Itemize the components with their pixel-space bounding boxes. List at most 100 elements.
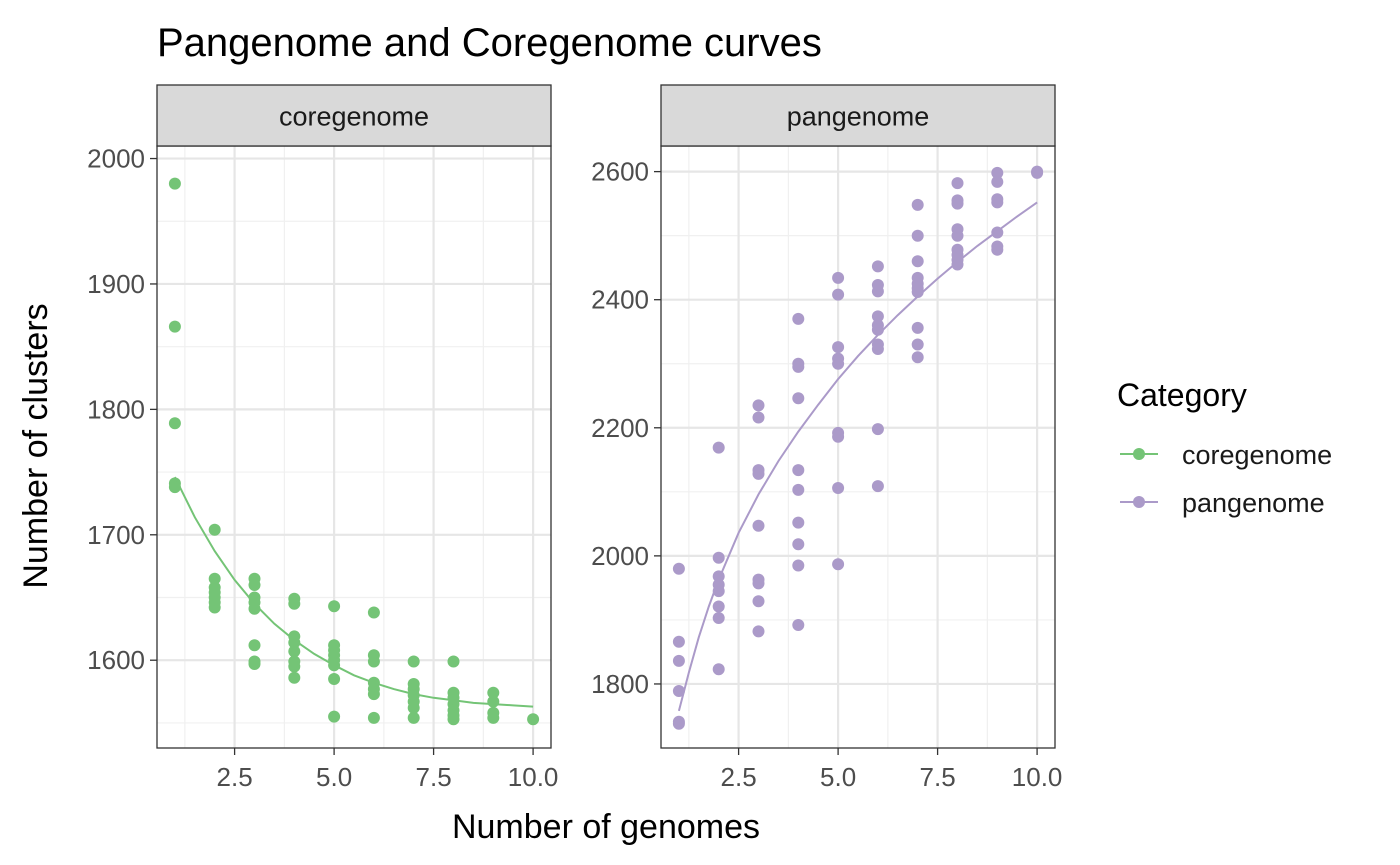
data-point-coregenome xyxy=(168,481,181,494)
data-point-pangenome xyxy=(871,260,884,273)
x-tick-label: 5.0 xyxy=(820,762,856,792)
legend-key-point-pangenome xyxy=(1133,496,1145,508)
y-tick-label: 1700 xyxy=(87,520,145,550)
data-point-pangenome xyxy=(712,570,725,583)
data-point-pangenome xyxy=(871,310,884,323)
facet-strip-label: coregenome xyxy=(279,102,429,132)
data-point-pangenome xyxy=(792,312,805,325)
data-point-coregenome xyxy=(248,602,261,615)
x-tick-label: 7.5 xyxy=(920,762,956,792)
data-point-coregenome xyxy=(288,597,301,610)
legend-label-coregenome: coregenome xyxy=(1182,440,1332,470)
data-point-pangenome xyxy=(871,323,884,336)
data-point-pangenome xyxy=(792,483,805,496)
data-point-coregenome xyxy=(527,713,540,726)
data-point-coregenome xyxy=(407,655,420,668)
data-point-pangenome xyxy=(871,480,884,493)
y-tick-label: 1800 xyxy=(591,669,649,699)
y-tick-label: 1900 xyxy=(87,269,145,299)
data-point-pangenome xyxy=(752,411,765,424)
data-point-coregenome xyxy=(487,711,500,724)
panel-background xyxy=(157,146,551,748)
data-point-pangenome xyxy=(832,430,845,443)
data-point-pangenome xyxy=(792,360,805,373)
data-point-pangenome xyxy=(752,399,765,412)
x-tick-label: 2.5 xyxy=(217,762,253,792)
data-point-coregenome xyxy=(168,177,181,190)
data-point-coregenome xyxy=(367,711,380,724)
data-point-pangenome xyxy=(712,612,725,624)
data-point-pangenome xyxy=(832,341,845,354)
data-point-coregenome xyxy=(447,713,460,726)
legend-title: Category xyxy=(1117,377,1247,413)
data-point-coregenome xyxy=(447,655,460,668)
data-point-coregenome xyxy=(168,320,181,333)
facet-strip-label: pangenome xyxy=(787,102,930,132)
y-tick-label: 1600 xyxy=(87,645,145,675)
data-point-pangenome xyxy=(672,685,685,697)
data-point-coregenome xyxy=(208,601,221,614)
data-point-coregenome xyxy=(288,671,301,684)
data-point-coregenome xyxy=(407,711,420,724)
data-point-pangenome xyxy=(672,654,685,667)
data-point-pangenome xyxy=(911,286,924,298)
data-point-pangenome xyxy=(752,467,765,480)
fit-curve-coregenome xyxy=(174,476,534,708)
data-point-coregenome xyxy=(248,639,261,652)
legend-label-pangenome: pangenome xyxy=(1182,488,1325,518)
data-point-pangenome xyxy=(672,635,685,648)
legend-item-pangenome: pangenome xyxy=(1120,488,1325,518)
data-point-pangenome xyxy=(991,196,1004,209)
data-point-pangenome xyxy=(991,226,1004,239)
panel-pangenome: pangenome 2.5 5.0 7.5 10.0 1800 2000 2200 2400 26… xyxy=(591,84,1063,792)
data-point-pangenome xyxy=(712,663,725,676)
data-point-coregenome xyxy=(328,600,341,613)
data-point-pangenome xyxy=(792,538,805,551)
data-point-pangenome xyxy=(792,464,805,477)
data-point-pangenome xyxy=(871,285,884,298)
data-point-pangenome xyxy=(871,343,884,355)
data-point-coregenome xyxy=(367,606,380,619)
x-tick-label: 10.0 xyxy=(1012,762,1063,792)
data-point-pangenome xyxy=(951,229,964,242)
y-axis-label: Number of clusters xyxy=(17,303,55,588)
facet-strip xyxy=(660,84,1056,147)
y-tick-label: 2400 xyxy=(591,285,649,315)
panel-background xyxy=(661,146,1055,748)
legend: Category coregenome pangenome xyxy=(1117,377,1332,518)
data-point-pangenome xyxy=(991,166,1004,179)
data-point-pangenome xyxy=(712,585,725,598)
data-point-coregenome xyxy=(168,417,181,430)
facet-strip xyxy=(156,84,552,147)
data-point-pangenome xyxy=(871,423,884,436)
data-point-pangenome xyxy=(832,288,845,301)
data-point-coregenome xyxy=(367,688,380,701)
x-tick-label: 10.0 xyxy=(508,762,559,792)
fit-curve-pangenome xyxy=(677,201,1038,712)
y-tick-label: 2600 xyxy=(591,157,649,187)
data-point-coregenome xyxy=(288,636,301,649)
chart-title: Pangenome and Coregenome curves xyxy=(157,21,822,65)
data-point-pangenome xyxy=(792,619,805,631)
data-point-pangenome xyxy=(832,558,845,571)
x-tick-label: 5.0 xyxy=(316,762,352,792)
data-point-pangenome xyxy=(752,625,765,638)
data-point-pangenome xyxy=(672,717,685,730)
data-point-coregenome xyxy=(248,579,261,591)
y-tick-label: 2000 xyxy=(87,144,145,174)
data-point-pangenome xyxy=(712,551,725,564)
data-point-pangenome xyxy=(752,595,765,608)
data-point-coregenome xyxy=(208,572,221,585)
data-point-pangenome xyxy=(712,441,725,454)
data-point-pangenome xyxy=(911,338,924,351)
x-axis-label: Number of genomes xyxy=(452,808,760,846)
data-point-coregenome xyxy=(288,645,301,658)
data-point-pangenome xyxy=(951,177,964,190)
data-point-pangenome xyxy=(792,392,805,405)
data-point-coregenome xyxy=(328,673,341,685)
data-point-pangenome xyxy=(832,271,845,284)
data-point-pangenome xyxy=(792,516,805,529)
data-point-pangenome xyxy=(951,258,964,271)
data-point-pangenome xyxy=(1031,166,1044,179)
